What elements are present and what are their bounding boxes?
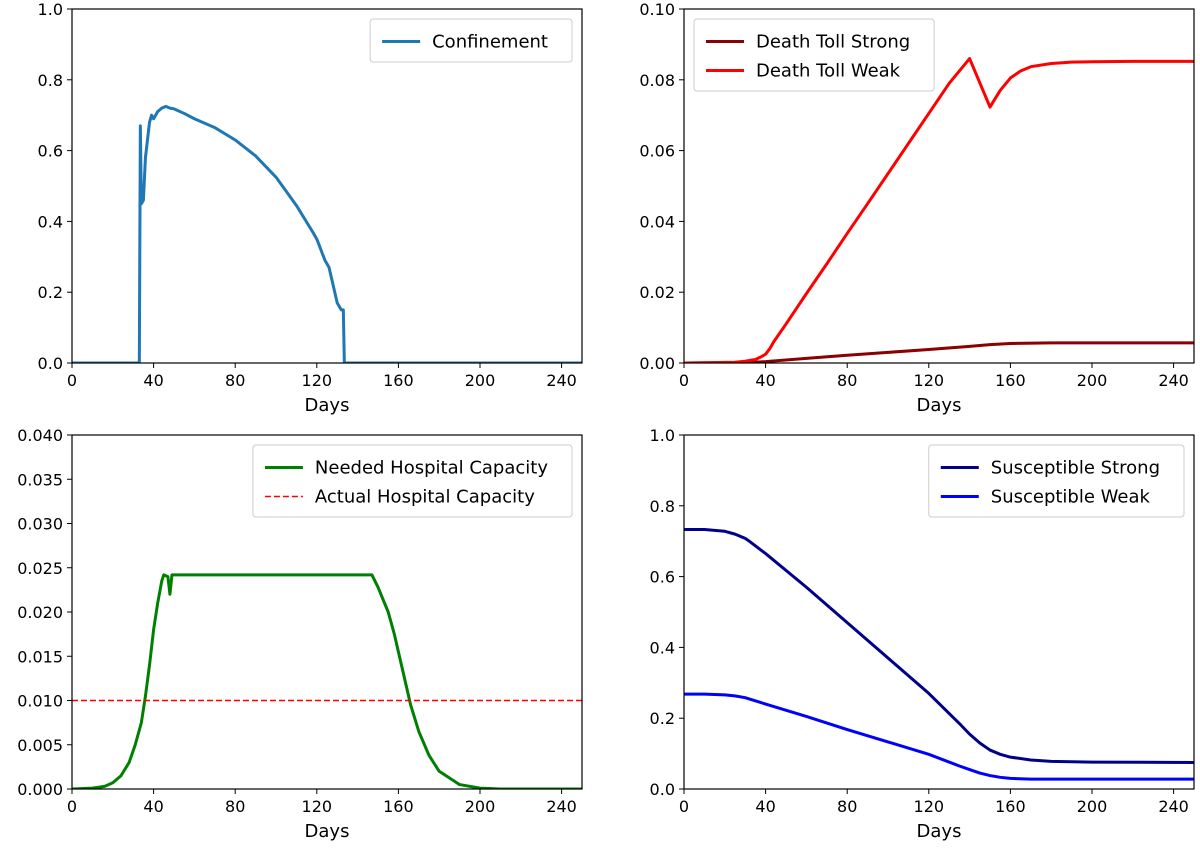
panel-2-series-2-line [684, 57, 1194, 363]
panel-2-x-tick-label: 0 [679, 371, 689, 390]
panel-4-x-tick-label: 200 [1077, 797, 1108, 816]
panel-3-legend: Needed Hospital Capacity Actual Hospital … [252, 444, 573, 518]
panel-2-y-tick-label: 0.04 [639, 212, 675, 231]
panel-1-y-tick-label: 0.8 [38, 71, 63, 90]
panel-3-y-tick-label: 0.005 [17, 736, 63, 755]
panel-4-legend-frame [928, 444, 1185, 518]
panel-4-legend: Susceptible Strong Susceptible Weak [928, 444, 1185, 518]
panel-2-y-tick-label: 0.00 [639, 354, 675, 373]
panel-1-y-tick-label: 0.0 [38, 354, 63, 373]
panel-4-legend-label: Susceptible Weak [991, 487, 1151, 508]
panel-1-legend: Confinement [369, 18, 573, 63]
panel-1-x-tick-label: 160 [383, 371, 414, 390]
panel-3-y-tick-label: 0.030 [17, 515, 63, 534]
panel-2-axes-frame [683, 8, 1195, 364]
panel-4-y-tick-label: 0.0 [650, 780, 675, 799]
panel-2-x-tick-label: 160 [995, 371, 1026, 390]
panel-1-x-tick-label: 120 [302, 371, 333, 390]
panel-2-x-axis-label: Days [917, 395, 962, 416]
panel-2-x-tick-label: 40 [755, 371, 775, 390]
panel-4-y-tick-label: 0.4 [650, 638, 675, 657]
panel-1-x-tick-label: 40 [143, 371, 163, 390]
panel-3-legend-label: Needed Hospital Capacity [315, 458, 548, 479]
panel-3-y-tick-label: 0.015 [17, 647, 63, 666]
panel-1-x-tick-label: 0 [67, 371, 77, 390]
panel-2: 0 40 80 120 160 200 240 0.00 0.02 0.04 0.06 0.08 0.1… [639, 0, 1195, 416]
panel-3-x-tick-label: 80 [225, 797, 245, 816]
panel-1-x-tick-label: 240 [546, 371, 577, 390]
panel-1-axes-frame [71, 8, 583, 364]
panel-3-x-tick-label: 200 [465, 797, 496, 816]
panel-4-series-2-line [684, 692, 1194, 781]
panel-2-legend-label: Death Toll Strong [756, 32, 910, 53]
panel-3-x-tick-label: 0 [67, 797, 77, 816]
panel-3-legend-label: Actual Hospital Capacity [315, 487, 535, 508]
panel-4-y-tick-label: 1.0 [650, 426, 675, 445]
panel-4-x-tick-label: 160 [995, 797, 1026, 816]
panel-3-y-tick-label: 0.025 [17, 559, 63, 578]
panel-1: 0 40 80 120 160 200 240 0.0 0.2 0.4 0.6 0.8 1.0 Days C… [38, 0, 583, 416]
panel-4-x-tick-label: 80 [837, 797, 857, 816]
panel-4-x-tick-label: 240 [1158, 797, 1189, 816]
panel-4-legend-label: Susceptible Strong [991, 458, 1160, 479]
panel-3-x-tick-label: 160 [383, 797, 414, 816]
panel-2-y-tick-label: 0.08 [639, 71, 675, 90]
panel-3-y-tick-label: 0.035 [17, 470, 63, 489]
panel-1-y-tick-label: 1.0 [38, 0, 63, 19]
panel-2-y-tick-label: 0.10 [639, 0, 675, 19]
panel-4-x-tick-label: 40 [755, 797, 775, 816]
panel-1-y-tick-label: 0.4 [38, 212, 63, 231]
panel-3-legend-frame [252, 444, 573, 518]
panel-3-y-tick-label: 0.000 [17, 780, 63, 799]
panel-4-x-tick-label: 120 [914, 797, 945, 816]
panel-4: 0 40 80 120 160 200 240 0.0 0.2 0.4 0.6 0.8 1.0 Days S… [650, 426, 1195, 842]
panel-3-x-axis-label: Days [305, 821, 350, 842]
panel-1-legend-frame [369, 18, 573, 63]
panel-1-x-tick-label: 200 [465, 371, 496, 390]
panel-2-x-tick-label: 200 [1077, 371, 1108, 390]
panel-4-y-tick-label: 0.2 [650, 709, 675, 728]
panel-1-legend-label: Confinement [432, 32, 548, 53]
panel-1-y-tick-label: 0.6 [38, 142, 63, 161]
panel-2-y-tick-label: 0.02 [639, 283, 675, 302]
panel-2-series-1-line [684, 341, 1194, 363]
panel-2-legend: Death Toll Strong Death Toll Weak [693, 18, 935, 92]
panel-3-x-tick-label: 120 [302, 797, 333, 816]
panel-4-x-axis-label: Days [917, 821, 962, 842]
panel-3-y-tick-label: 0.040 [17, 426, 63, 445]
panel-2-y-tick-label: 0.06 [639, 142, 675, 161]
panel-4-axes-frame [683, 434, 1195, 790]
panel-3: 0 40 80 120 160 200 240 0.000 0.005 0.010 0.015 0.0… [17, 426, 583, 842]
panel-2-legend-label: Death Toll Weak [756, 61, 901, 82]
panel-1-x-tick-label: 80 [225, 371, 245, 390]
panel-4-y-tick-label: 0.8 [650, 497, 675, 516]
panel-2-legend-frame [693, 18, 935, 92]
panel-2-x-tick-label: 80 [837, 371, 857, 390]
panel-3-x-tick-label: 40 [143, 797, 163, 816]
panel-4-series-1-line [684, 528, 1194, 764]
panel-3-series-1-line [72, 573, 582, 789]
panel-3-y-tick-label: 0.020 [17, 603, 63, 622]
panel-2-x-tick-label: 240 [1158, 371, 1189, 390]
panel-1-x-axis-label: Days [305, 395, 350, 416]
panel-2-x-tick-label: 120 [914, 371, 945, 390]
panel-4-y-tick-label: 0.6 [650, 568, 675, 587]
panel-1-y-tick-label: 0.2 [38, 283, 63, 302]
panel-4-x-tick-label: 0 [679, 797, 689, 816]
panel-3-y-tick-label: 0.010 [17, 692, 63, 711]
panel-1-series-1-line [72, 104, 582, 363]
panel-3-x-tick-label: 240 [546, 797, 577, 816]
